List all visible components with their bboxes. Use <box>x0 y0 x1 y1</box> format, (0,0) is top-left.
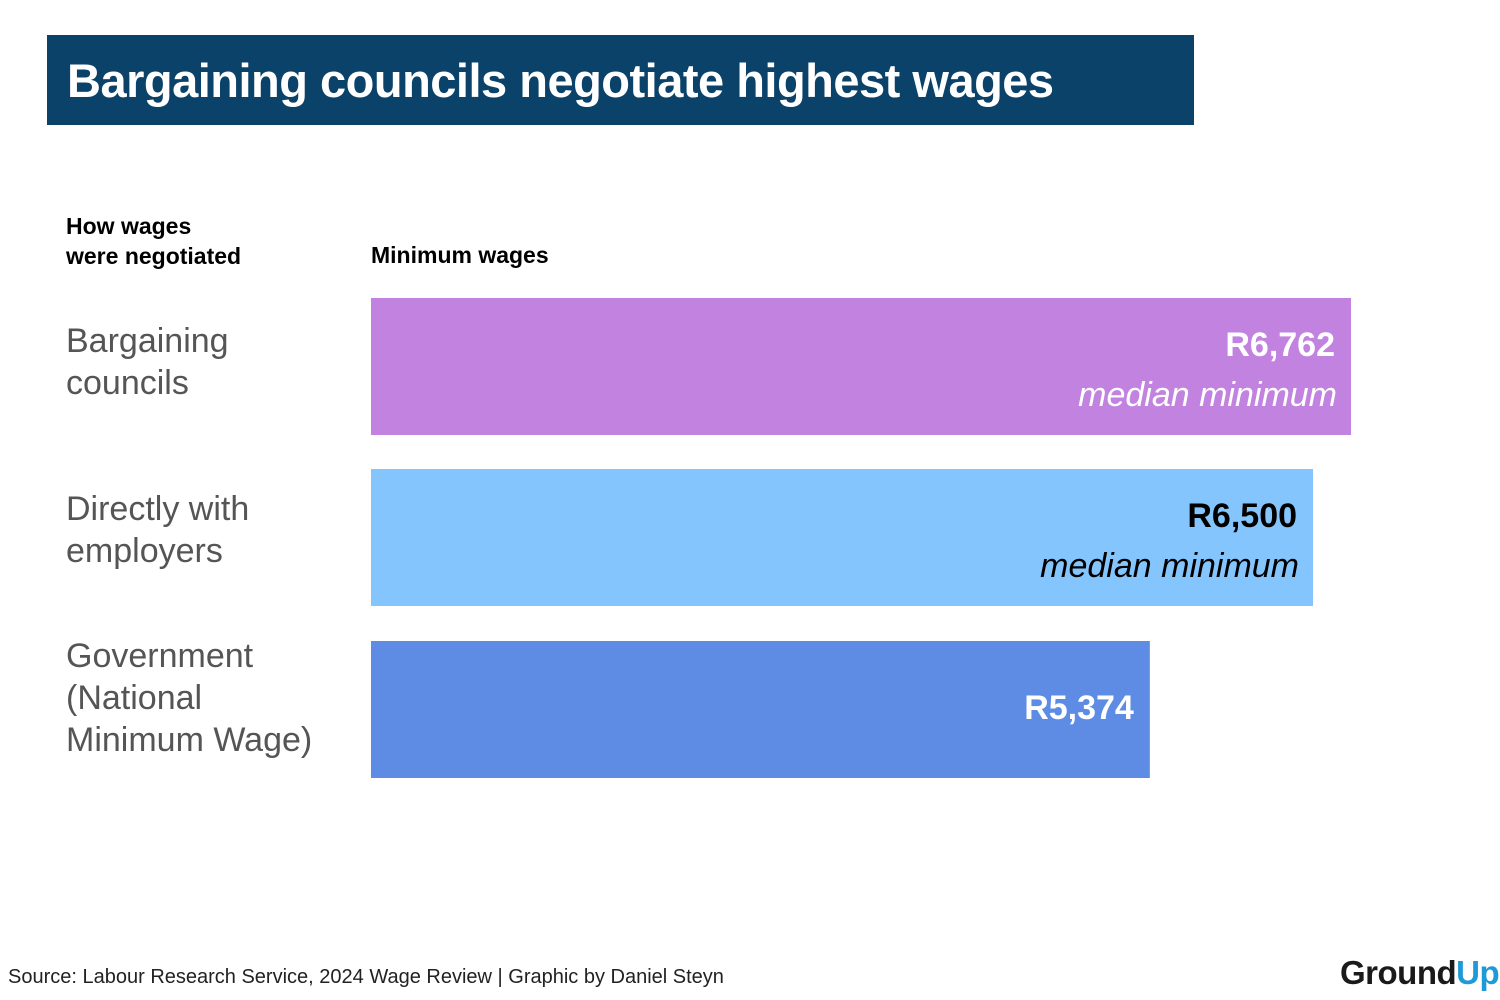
bar-0 <box>371 298 1351 435</box>
value-header: Minimum wages <box>371 242 549 268</box>
value-label-0: R6,762 <box>1225 326 1335 364</box>
category-label-bargaining-councils: Bargaining councils <box>66 322 229 402</box>
chart-title: Bargaining councils negotiate highest wa… <box>67 53 1054 107</box>
value-sublabel-1: median minimum <box>1040 547 1299 585</box>
category-header: How wages were negotiated <box>66 213 242 269</box>
logo-ground-text: Ground <box>1340 954 1457 991</box>
category-label-government: Government (National Minimum Wage) <box>66 637 313 759</box>
value-label-1: R6,500 <box>1187 497 1297 535</box>
value-sublabel-0: median minimum <box>1078 376 1337 414</box>
groundup-logo: GroundUp <box>1340 954 1500 992</box>
logo-up-text: Up <box>1456 954 1500 991</box>
title-banner: Bargaining councils negotiate highest wa… <box>47 35 1194 125</box>
source-note: Source: Labour Research Service, 2024 Wa… <box>8 966 724 988</box>
bar-1 <box>371 469 1314 606</box>
bar-2 <box>371 641 1150 778</box>
value-label-2: R5,374 <box>1024 689 1134 727</box>
category-label-directly-with-employers: Directly with employers <box>66 490 250 570</box>
